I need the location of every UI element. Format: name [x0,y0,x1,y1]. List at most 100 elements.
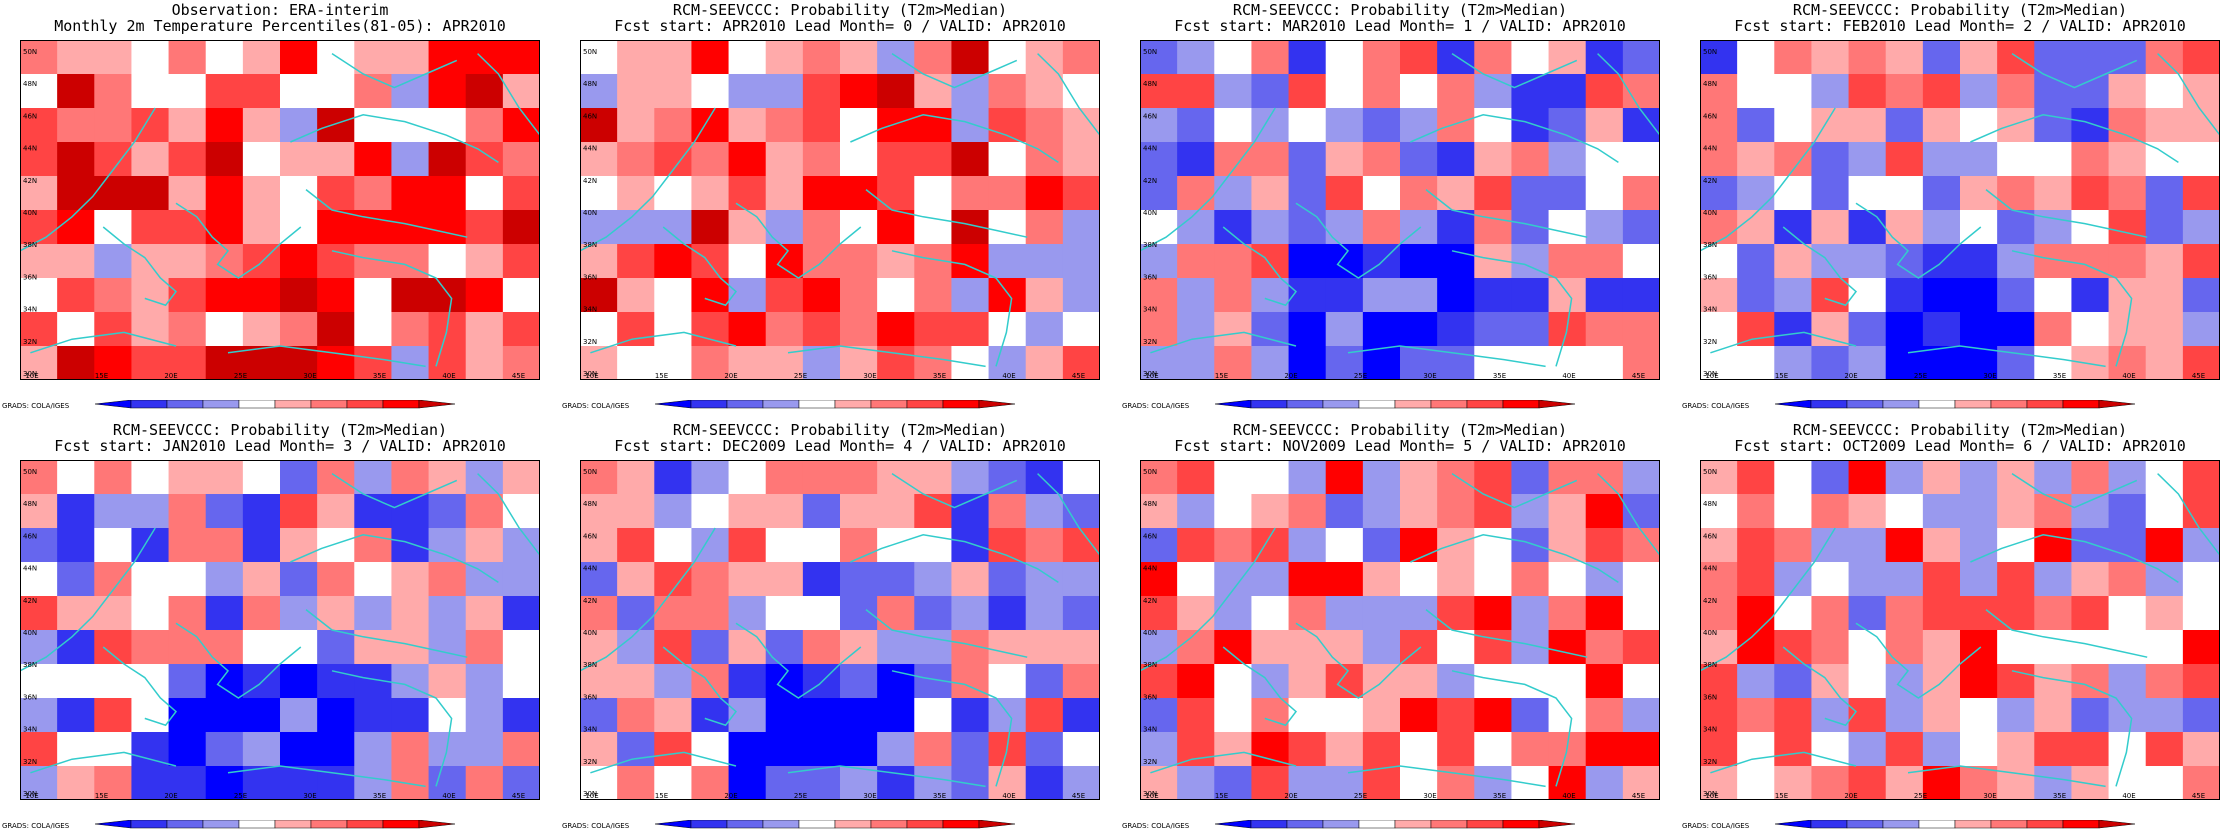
grid-cell [2108,176,2147,211]
grid-cell [988,244,1027,279]
lon-tick-label: 25E [234,792,247,800]
grid-cell [1848,40,1887,75]
panel-title: RCM-SEEVCCC: Probability (T2m>Median) [112,421,448,439]
grid-cell [1288,40,1327,75]
grid-cell [1548,698,1587,733]
grid-cell [94,562,132,597]
grid-cell [465,494,504,529]
grid-cell [802,346,841,380]
grid-cell [1288,74,1327,109]
grid-cell [1325,630,1364,665]
grid-cell [2182,40,2220,75]
lat-tick-label: 50N [1703,468,1717,476]
grid-cell [1362,528,1401,563]
grid-cell [168,312,207,347]
grid-cell [2145,40,2184,75]
grid-cell [654,494,692,529]
grid-cell [691,278,730,313]
grid-cell [840,346,878,380]
grid-cell [1177,630,1215,665]
grid-cell [877,630,915,665]
grid-cell [1848,346,1887,380]
grid-cell [691,494,730,529]
colorbar-label: 20 [1283,411,1292,412]
grid-cell [1214,312,1252,347]
lat-tick-label: 38N [1703,661,1717,669]
grid-cell [1251,732,1290,767]
lon-tick-label: 30E [1983,372,1996,380]
grid-cell [1025,278,1064,313]
grid-cell [914,732,952,767]
coastline [1150,751,1297,774]
grid-cell [131,664,170,699]
grid-cell [1737,108,1775,143]
grid-cell [502,562,540,597]
grid-cell [242,210,281,245]
grid-cell [168,142,207,177]
coastline [662,646,738,727]
lat-tick-label: 50N [583,48,597,56]
coastline [1451,670,1573,787]
coastline [1150,331,1297,354]
grid-cell [1400,312,1438,347]
grid-cell [1922,210,1961,245]
coastline [662,226,738,307]
grid-cell [1140,698,1178,733]
grid-cell [391,528,430,563]
grid-cell [1474,596,1512,631]
grid-cell [2034,494,2072,529]
colorbar-label: 90 [379,831,388,832]
grid-cell [20,494,58,529]
grid-cell [1585,244,1624,279]
grid-cell [465,108,504,143]
grid-cell [1288,176,1327,211]
grid-cell [391,766,430,800]
grid-cell [428,278,467,313]
grid-cell [1177,562,1215,597]
grid-cell [2182,244,2220,279]
lon-tick-label: 15E [655,792,668,800]
lat-tick-label: 32N [1703,758,1717,766]
colorbar-label: 90 [939,831,948,832]
grads-credit: GRADS: COLA/IGES [1122,822,1190,830]
colorbar-segment [690,820,728,829]
grid-cell [1811,244,1850,279]
lat-tick-label: 46N [23,112,37,120]
colorbar-label: 90 [939,411,948,412]
lon-tick-label: 20E [1284,792,1297,800]
coastline [102,646,178,727]
grid-cell [465,562,504,597]
lat-tick-label: 30N [1703,370,1717,378]
lat-tick-label: 42N [1143,177,1157,185]
grid-cell [1362,142,1401,177]
lat-tick-label: 46N [1703,112,1717,120]
grid-cell [765,108,804,143]
lon-tick-label: 20E [1844,372,1857,380]
grid-cell [354,40,392,75]
grid-cell [1474,142,1512,177]
lon-tick-label: 35E [373,792,386,800]
grid-cell [168,562,207,597]
grid-cell [1848,698,1887,733]
grid-cell [1848,460,1887,495]
grid-cell [617,176,655,211]
grid-cell [1288,460,1327,495]
grid-cell [1585,766,1624,800]
grid-cell [168,210,207,245]
grid-cell [691,698,730,733]
grid-cell [20,108,58,143]
coastline [1907,765,2106,788]
grid-cell [840,108,878,143]
lat-tick-label: 38N [23,661,37,669]
grid-cell [1025,210,1064,245]
grid-cell [354,210,392,245]
grid-cell [57,494,95,529]
grid-cell [988,698,1027,733]
grid-cell [391,142,430,177]
lon-tick-label: 40E [442,792,455,800]
lon-tick-label: 15E [1215,372,1228,380]
grid-cell [1848,528,1887,563]
colorbar-label: 30 [1319,411,1328,412]
grid-cell [1811,278,1850,313]
grid-cell [242,528,281,563]
